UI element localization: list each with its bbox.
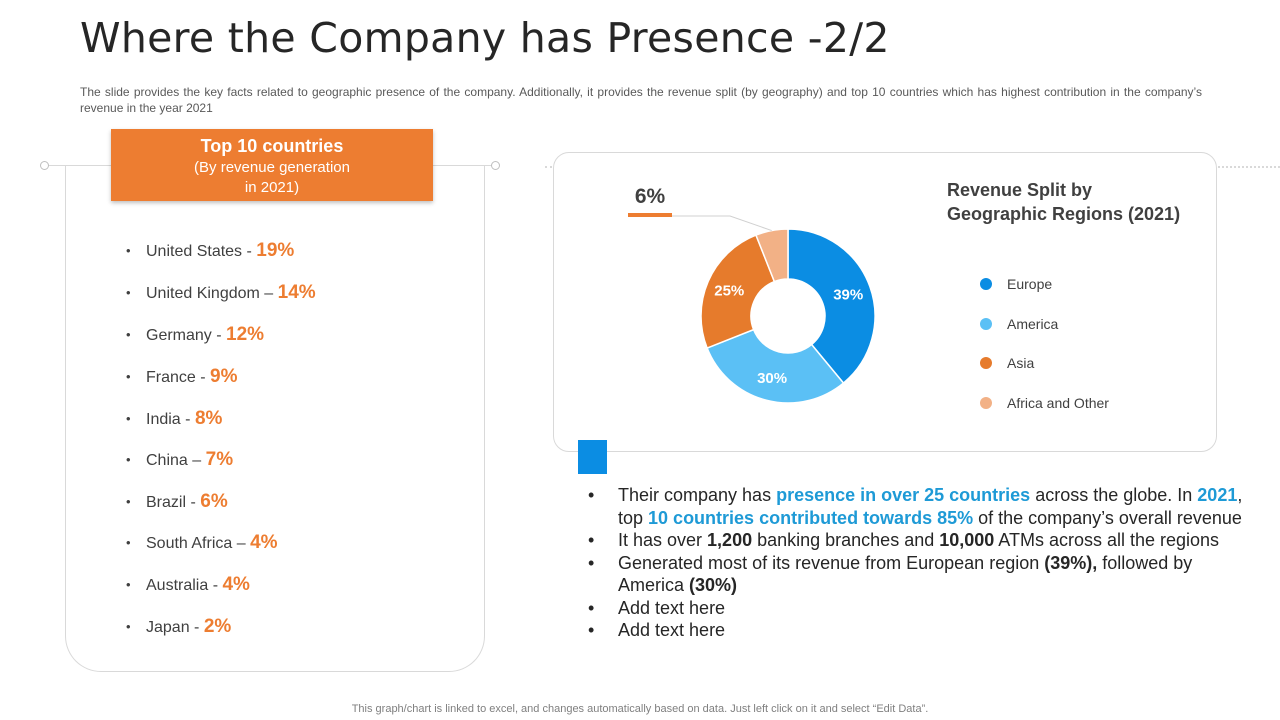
- key-facts-list: Their company has presence in over 25 co…: [588, 484, 1248, 642]
- country-percentage: 6%: [200, 491, 228, 512]
- key-fact-1: Their company has presence in over 25 co…: [588, 484, 1248, 529]
- country-name: China: [146, 452, 188, 469]
- country-name: Germany: [146, 327, 212, 344]
- country-item: • Australia - 4%: [126, 574, 250, 596]
- accent-square: [578, 440, 607, 474]
- country-separator: -: [216, 327, 222, 344]
- country-percentage: 2%: [203, 616, 232, 637]
- legend-item: Asia: [980, 355, 1034, 371]
- legend-label: Asia: [1007, 355, 1035, 371]
- legend-label: Europe: [1007, 276, 1053, 292]
- legend-item: America: [980, 316, 1058, 332]
- country-item: • China – 7%: [126, 449, 233, 471]
- country-percentage: 4%: [250, 532, 278, 553]
- country-item: • France - 9%: [126, 366, 238, 388]
- country-percentage: 7%: [205, 449, 234, 470]
- country-name: United Kingdom: [146, 285, 260, 302]
- bullet-icon: •: [126, 577, 131, 592]
- bullet-icon: •: [126, 411, 131, 426]
- country-percentage: 9%: [210, 366, 238, 387]
- country-name: South Africa: [146, 535, 233, 552]
- country-percentage: 8%: [194, 408, 223, 429]
- left-line-dot: [40, 161, 49, 170]
- chart-panel: [553, 152, 1217, 452]
- country-item: • India - 8%: [126, 408, 222, 430]
- country-name: United States: [146, 243, 243, 260]
- legend-label: Africa and Other: [1007, 394, 1109, 411]
- legend-swatch-icon: [980, 278, 992, 290]
- top-countries-heading: Top 10 countries: [200, 136, 344, 156]
- top-countries-panel: [65, 165, 485, 672]
- country-separator: -: [200, 369, 206, 386]
- country-percentage: 14%: [277, 282, 316, 303]
- country-separator: -: [246, 243, 252, 260]
- key-fact-2: It has over 1,200 banking branches and 1…: [588, 529, 1248, 552]
- chart-title-line-1: Revenue Split by: [947, 180, 1093, 200]
- key-fact-3: Generated most of its revenue from Europ…: [588, 552, 1248, 597]
- top-countries-subtitle-1: (By revenue generation: [194, 159, 350, 176]
- country-item: • United Kingdom – 14%: [126, 282, 316, 304]
- country-percentage: 12%: [226, 324, 265, 345]
- footer-note: This graph/chart is linked to excel, and…: [351, 703, 929, 715]
- bullet-icon: •: [126, 369, 131, 384]
- slide-description: The slide provides the key facts related…: [80, 85, 1202, 115]
- bullet-icon: •: [126, 535, 131, 550]
- key-fact-5[interactable]: Add text here: [588, 619, 1248, 642]
- country-item: • Japan - 2%: [126, 616, 231, 638]
- top-countries-subtitle-2: in 2021): [244, 179, 300, 196]
- bullet-icon: •: [126, 327, 131, 342]
- chart-title-line-2: Geographic Regions (2021): [947, 204, 1181, 224]
- country-separator: -: [185, 411, 191, 428]
- country-name: India: [146, 411, 181, 428]
- bullet-icon: •: [126, 243, 131, 258]
- bullet-icon: •: [126, 285, 131, 300]
- page-title: Where the Company has Presence -2/2: [80, 14, 890, 62]
- bullet-icon: •: [126, 494, 131, 509]
- right-line-dot: [491, 161, 500, 170]
- chart-title: Revenue Split by Geographic Regions (202…: [947, 178, 1180, 226]
- country-separator: –: [192, 452, 202, 469]
- country-percentage: 19%: [256, 240, 295, 261]
- country-item: • South Africa – 4%: [126, 532, 278, 554]
- country-name: Australia: [146, 577, 209, 594]
- country-item: • United States - 19%: [126, 240, 294, 262]
- country-item: • Brazil - 6%: [126, 491, 228, 513]
- country-separator: –: [264, 285, 274, 302]
- legend-item: Africa and Other: [980, 395, 1109, 411]
- bullet-icon: •: [126, 452, 131, 467]
- country-name: Brazil: [146, 494, 187, 511]
- country-separator: -: [194, 619, 200, 636]
- country-separator: -: [190, 494, 196, 511]
- legend-swatch-icon: [980, 396, 992, 409]
- country-percentage: 4%: [222, 574, 250, 595]
- legend-swatch-icon: [980, 357, 992, 369]
- key-fact-4[interactable]: Add text here: [588, 597, 1248, 620]
- legend-swatch-icon: [980, 317, 992, 330]
- country-separator: –: [236, 535, 246, 552]
- country-name: France: [146, 369, 196, 386]
- country-separator: -: [212, 577, 219, 594]
- country-item: • Germany - 12%: [126, 324, 264, 346]
- legend-item: Europe: [980, 276, 1052, 292]
- top-countries-header: Top 10 countries (By revenue generation …: [111, 129, 433, 201]
- legend-label: America: [1007, 315, 1059, 332]
- country-name: Japan: [146, 619, 190, 636]
- bullet-icon: •: [126, 619, 131, 634]
